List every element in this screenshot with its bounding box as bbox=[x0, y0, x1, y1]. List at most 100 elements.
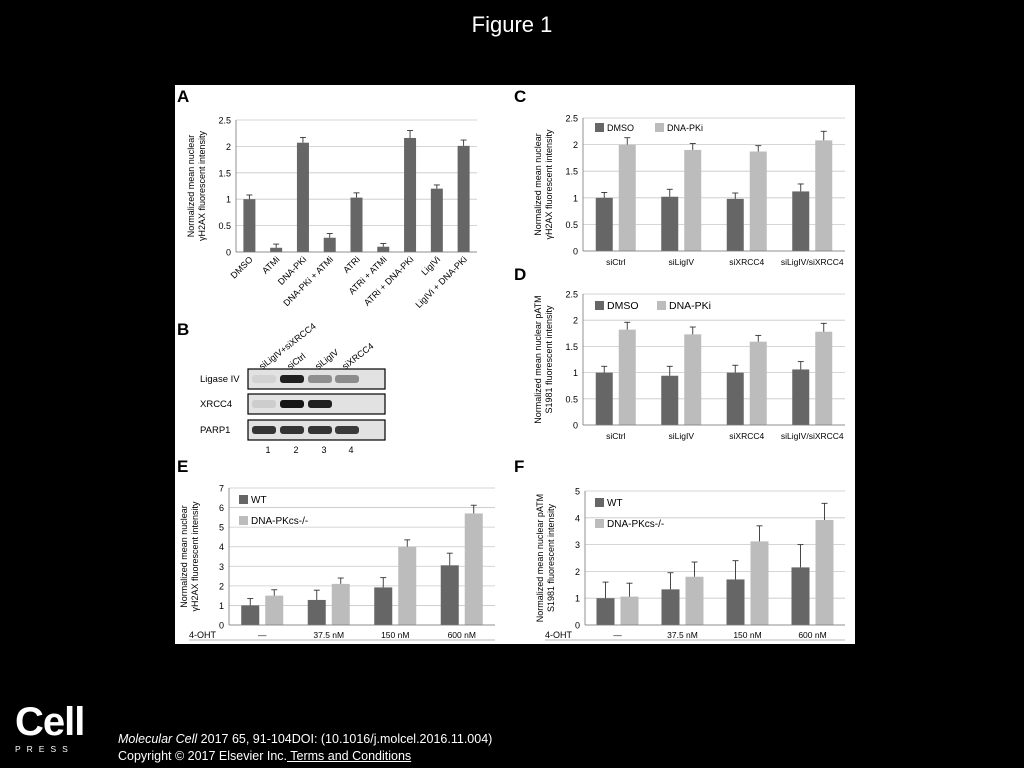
bar bbox=[595, 197, 613, 251]
x-tick-label: DMSO bbox=[229, 254, 255, 280]
y-tick-label: 4 bbox=[219, 542, 224, 552]
panel-letter: A bbox=[177, 87, 189, 106]
blot-band bbox=[308, 426, 332, 434]
chart-F: F 0 1 2 3 4 5 Normalized mean nuclear pATM S1981… bbox=[514, 457, 845, 641]
bar bbox=[404, 137, 417, 252]
blot-row-label: PARP1 bbox=[200, 425, 230, 436]
y-tick-label: 0 bbox=[575, 621, 580, 631]
blot-row-label: XRCC4 bbox=[200, 399, 232, 410]
y-tick-label: 2 bbox=[573, 140, 578, 150]
bar bbox=[620, 596, 639, 625]
lane-number: 3 bbox=[321, 445, 326, 455]
legend-label: DMSO bbox=[607, 300, 639, 312]
bar bbox=[374, 587, 393, 625]
y-axis-label: S1981 fluorescent intensity bbox=[546, 503, 556, 612]
bar bbox=[296, 142, 309, 252]
y-tick-label: 1 bbox=[226, 195, 231, 205]
bar bbox=[815, 519, 834, 625]
x-tick-label: siLigIV bbox=[668, 431, 694, 441]
legend-label: WT bbox=[251, 495, 267, 506]
x-tick-label: siXRCC4 bbox=[729, 431, 764, 441]
y-tick-label: 0 bbox=[573, 421, 578, 431]
lane-number: 2 bbox=[293, 445, 298, 455]
blot-band bbox=[335, 426, 359, 434]
x-tick-label: ATMi bbox=[260, 254, 281, 275]
bar bbox=[749, 151, 767, 251]
y-tick-label: 4 bbox=[575, 513, 580, 523]
y-axis-label: S1981 fluorescent intensity bbox=[544, 305, 554, 414]
blot-row-label: Ligase IV bbox=[200, 374, 240, 385]
legend-swatch bbox=[595, 301, 604, 310]
legend-label: DNA-PKi bbox=[667, 123, 703, 133]
bar bbox=[323, 237, 336, 252]
blot-band bbox=[308, 400, 332, 408]
panel-letter: C bbox=[514, 87, 526, 106]
x-prefix-label: 4-OHT bbox=[189, 630, 217, 640]
y-tick-label: 5 bbox=[575, 487, 580, 497]
y-tick-label: 0 bbox=[573, 247, 578, 257]
panel-letter: E bbox=[177, 457, 188, 476]
legend-swatch bbox=[239, 516, 248, 525]
y-axis-label: Normalized mean nuclear pATM bbox=[535, 494, 545, 622]
terms-link[interactable]: Terms and Conditions bbox=[287, 749, 412, 763]
y-tick-label: 0.5 bbox=[565, 220, 578, 230]
bar bbox=[684, 334, 702, 425]
legend-label: WT bbox=[607, 498, 623, 509]
blot-band bbox=[335, 375, 359, 383]
blot-band bbox=[252, 426, 276, 434]
x-tick-label: 150 nM bbox=[381, 630, 409, 640]
bar bbox=[661, 375, 679, 425]
y-axis-label: γH2AX fluorescent intensity bbox=[544, 129, 554, 240]
x-tick-label: ATRi + DNA-PKi bbox=[362, 254, 415, 307]
bar bbox=[440, 565, 459, 625]
x-tick-label: DNA-PKi + ATMi bbox=[281, 254, 335, 308]
chart-D: D 0 0.5 1 1.5 2 2.5 Normalized mean nuclear pAT… bbox=[514, 265, 845, 441]
citation-text: 2017 65, 91-104DOI: (10.1016/j.molcel.20… bbox=[197, 732, 493, 746]
blot-band bbox=[280, 375, 304, 383]
legend-swatch bbox=[657, 301, 666, 310]
y-tick-label: 2.5 bbox=[565, 114, 578, 124]
y-tick-label: 1 bbox=[575, 594, 580, 604]
bar bbox=[596, 598, 615, 625]
y-tick-label: 1.5 bbox=[565, 342, 578, 352]
bar bbox=[792, 369, 810, 425]
bar bbox=[595, 372, 613, 425]
lane-label: siXRCC4 bbox=[340, 341, 375, 372]
bar bbox=[661, 196, 679, 251]
bar bbox=[457, 145, 470, 252]
copyright-text: Copyright © 2017 Elsevier Inc. bbox=[118, 749, 288, 763]
y-tick-label: 0 bbox=[219, 621, 224, 631]
y-tick-label: 6 bbox=[219, 503, 224, 513]
y-tick-label: 2.5 bbox=[218, 116, 231, 126]
bar bbox=[377, 246, 390, 252]
x-tick-label: — bbox=[613, 630, 622, 640]
x-tick-label: LigIVi + DNA-PKi bbox=[413, 254, 469, 310]
y-tick-label: 2 bbox=[226, 142, 231, 152]
bar bbox=[684, 149, 702, 251]
x-tick-label: 37.5 nM bbox=[313, 630, 344, 640]
bar bbox=[661, 589, 680, 625]
bar bbox=[241, 605, 260, 625]
x-tick-label: siLigIV/siXRCC4 bbox=[781, 257, 844, 267]
blot-band bbox=[308, 375, 332, 383]
bar bbox=[726, 372, 744, 425]
blot-band bbox=[280, 426, 304, 434]
citation-block: Molecular Cell 2017 65, 91-104DOI: (10.1… bbox=[118, 731, 492, 765]
y-tick-label: 2 bbox=[573, 316, 578, 326]
x-prefix-label: 4-OHT bbox=[545, 630, 573, 640]
figure-panel: A 0 0.5 1 1.5 2 2.5 Normalized mean nuclear γH2A… bbox=[175, 85, 855, 644]
y-tick-label: 2.5 bbox=[565, 290, 578, 300]
y-tick-label: 2 bbox=[575, 567, 580, 577]
blot-band bbox=[280, 400, 304, 408]
y-tick-label: 1 bbox=[573, 193, 578, 203]
bar bbox=[815, 331, 833, 425]
y-tick-label: 1.5 bbox=[218, 168, 231, 178]
bar bbox=[815, 140, 833, 251]
lane-number: 1 bbox=[265, 445, 270, 455]
blot-band bbox=[252, 400, 276, 408]
panel-letter: F bbox=[514, 457, 524, 476]
y-axis-label: Normalized mean nuclear bbox=[186, 135, 196, 238]
y-tick-label: 3 bbox=[575, 540, 580, 550]
legend-label: DMSO bbox=[607, 123, 634, 133]
y-tick-label: 1 bbox=[219, 601, 224, 611]
